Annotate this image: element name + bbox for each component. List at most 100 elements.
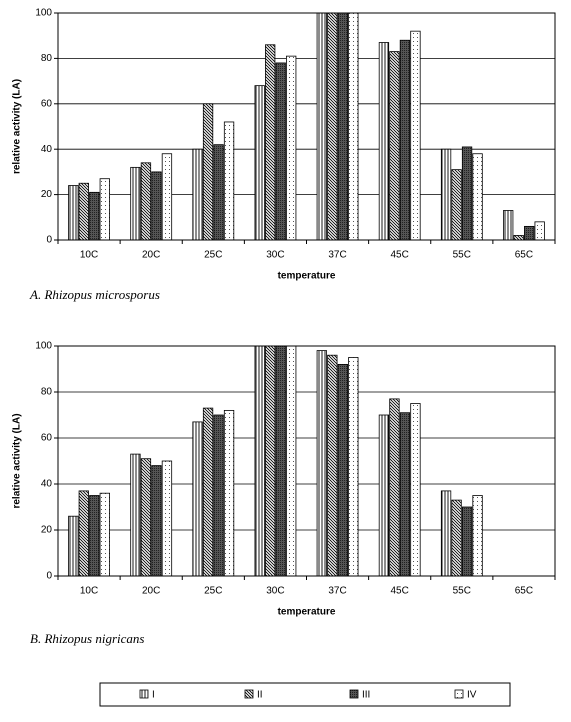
y-tick-label: 0	[46, 235, 52, 246]
bar	[140, 162, 152, 241]
y-tick-label: 0	[46, 571, 52, 582]
bar	[286, 55, 297, 241]
bar	[78, 490, 89, 577]
bar	[399, 412, 411, 577]
bar	[213, 414, 224, 577]
bar	[161, 153, 173, 241]
bar	[99, 178, 110, 241]
caption: A. Rhizopus microsporus	[29, 287, 160, 302]
bar	[275, 62, 286, 241]
bar	[223, 409, 235, 577]
bar	[440, 148, 452, 241]
legend-label: III	[362, 690, 370, 701]
y-tick-label: 20	[41, 525, 53, 536]
x-tick-label: 65C	[515, 586, 533, 597]
x-tick-label: 45C	[391, 250, 409, 261]
bar	[327, 12, 338, 241]
y-tick-label: 60	[41, 433, 53, 444]
bar	[130, 453, 141, 577]
legend-label: I	[152, 690, 155, 701]
plot-border	[57, 345, 556, 577]
bar	[348, 357, 359, 577]
x-tick-label: 10C	[80, 586, 98, 597]
bar	[78, 182, 89, 241]
bar	[399, 39, 411, 241]
bar	[378, 42, 390, 241]
y-tick-label: 80	[41, 387, 53, 398]
bar	[410, 30, 421, 241]
x-axis-title: temperature	[278, 607, 336, 618]
bar	[202, 407, 214, 577]
bar	[151, 171, 162, 241]
bar	[440, 490, 452, 577]
x-tick-label: 10C	[80, 250, 98, 261]
bar	[223, 121, 235, 241]
bar	[99, 492, 110, 577]
bar	[451, 169, 462, 241]
bar	[410, 403, 421, 577]
bar	[202, 103, 214, 241]
bar	[461, 506, 473, 577]
bar	[140, 458, 152, 577]
bar	[348, 12, 359, 241]
bar	[89, 495, 100, 577]
x-tick-label: 65C	[515, 250, 533, 261]
x-tick-label: 45C	[391, 586, 409, 597]
x-tick-label: 25C	[204, 586, 222, 597]
caption: B. Rhizopus nigricans	[30, 631, 144, 646]
bar	[513, 235, 524, 241]
bar	[275, 345, 286, 577]
bar	[337, 12, 348, 241]
x-tick-label: 20C	[142, 250, 160, 261]
legend-swatch	[349, 689, 359, 699]
bar	[472, 495, 483, 577]
y-tick-label: 60	[41, 98, 53, 109]
bar	[192, 148, 203, 241]
legend-swatch	[244, 689, 254, 699]
bar	[161, 460, 173, 577]
x-tick-label: 55C	[453, 250, 471, 261]
legend-label: II	[257, 690, 263, 701]
bar	[192, 421, 203, 577]
x-tick-label: 30C	[266, 586, 284, 597]
y-tick-label: 80	[41, 53, 53, 64]
y-axis-title: relative activity (LA)	[12, 79, 23, 174]
bar	[286, 345, 297, 577]
legend-swatch	[454, 689, 464, 699]
x-tick-label: 37C	[328, 586, 346, 597]
bar	[389, 398, 400, 577]
bar	[378, 414, 390, 577]
x-tick-label: 25C	[204, 250, 222, 261]
x-tick-label: 30C	[266, 250, 284, 261]
bar	[68, 185, 79, 241]
bar	[316, 350, 327, 577]
bar	[451, 499, 462, 577]
y-tick-label: 20	[41, 189, 53, 200]
plot-border	[57, 12, 556, 241]
bar	[68, 515, 79, 577]
bar	[213, 144, 224, 241]
y-axis-title: relative activity (LA)	[12, 413, 23, 508]
bar	[472, 153, 483, 241]
bar	[337, 363, 348, 577]
x-axis-title: temperature	[278, 271, 336, 282]
x-tick-label: 55C	[453, 586, 471, 597]
bar	[389, 51, 400, 241]
bar	[254, 345, 265, 577]
bar	[316, 12, 327, 241]
bar	[534, 221, 545, 241]
bar	[130, 166, 141, 241]
y-tick-label: 100	[35, 8, 52, 19]
y-tick-label: 100	[35, 341, 52, 352]
bar	[265, 44, 276, 241]
y-tick-label: 40	[41, 479, 53, 490]
bar	[461, 146, 473, 241]
bar	[503, 210, 514, 241]
x-tick-label: 37C	[328, 250, 346, 261]
legend-swatch	[139, 689, 149, 699]
legend-label: IV	[467, 690, 477, 701]
bar	[265, 345, 276, 577]
bar	[327, 354, 338, 577]
bar	[254, 85, 265, 241]
